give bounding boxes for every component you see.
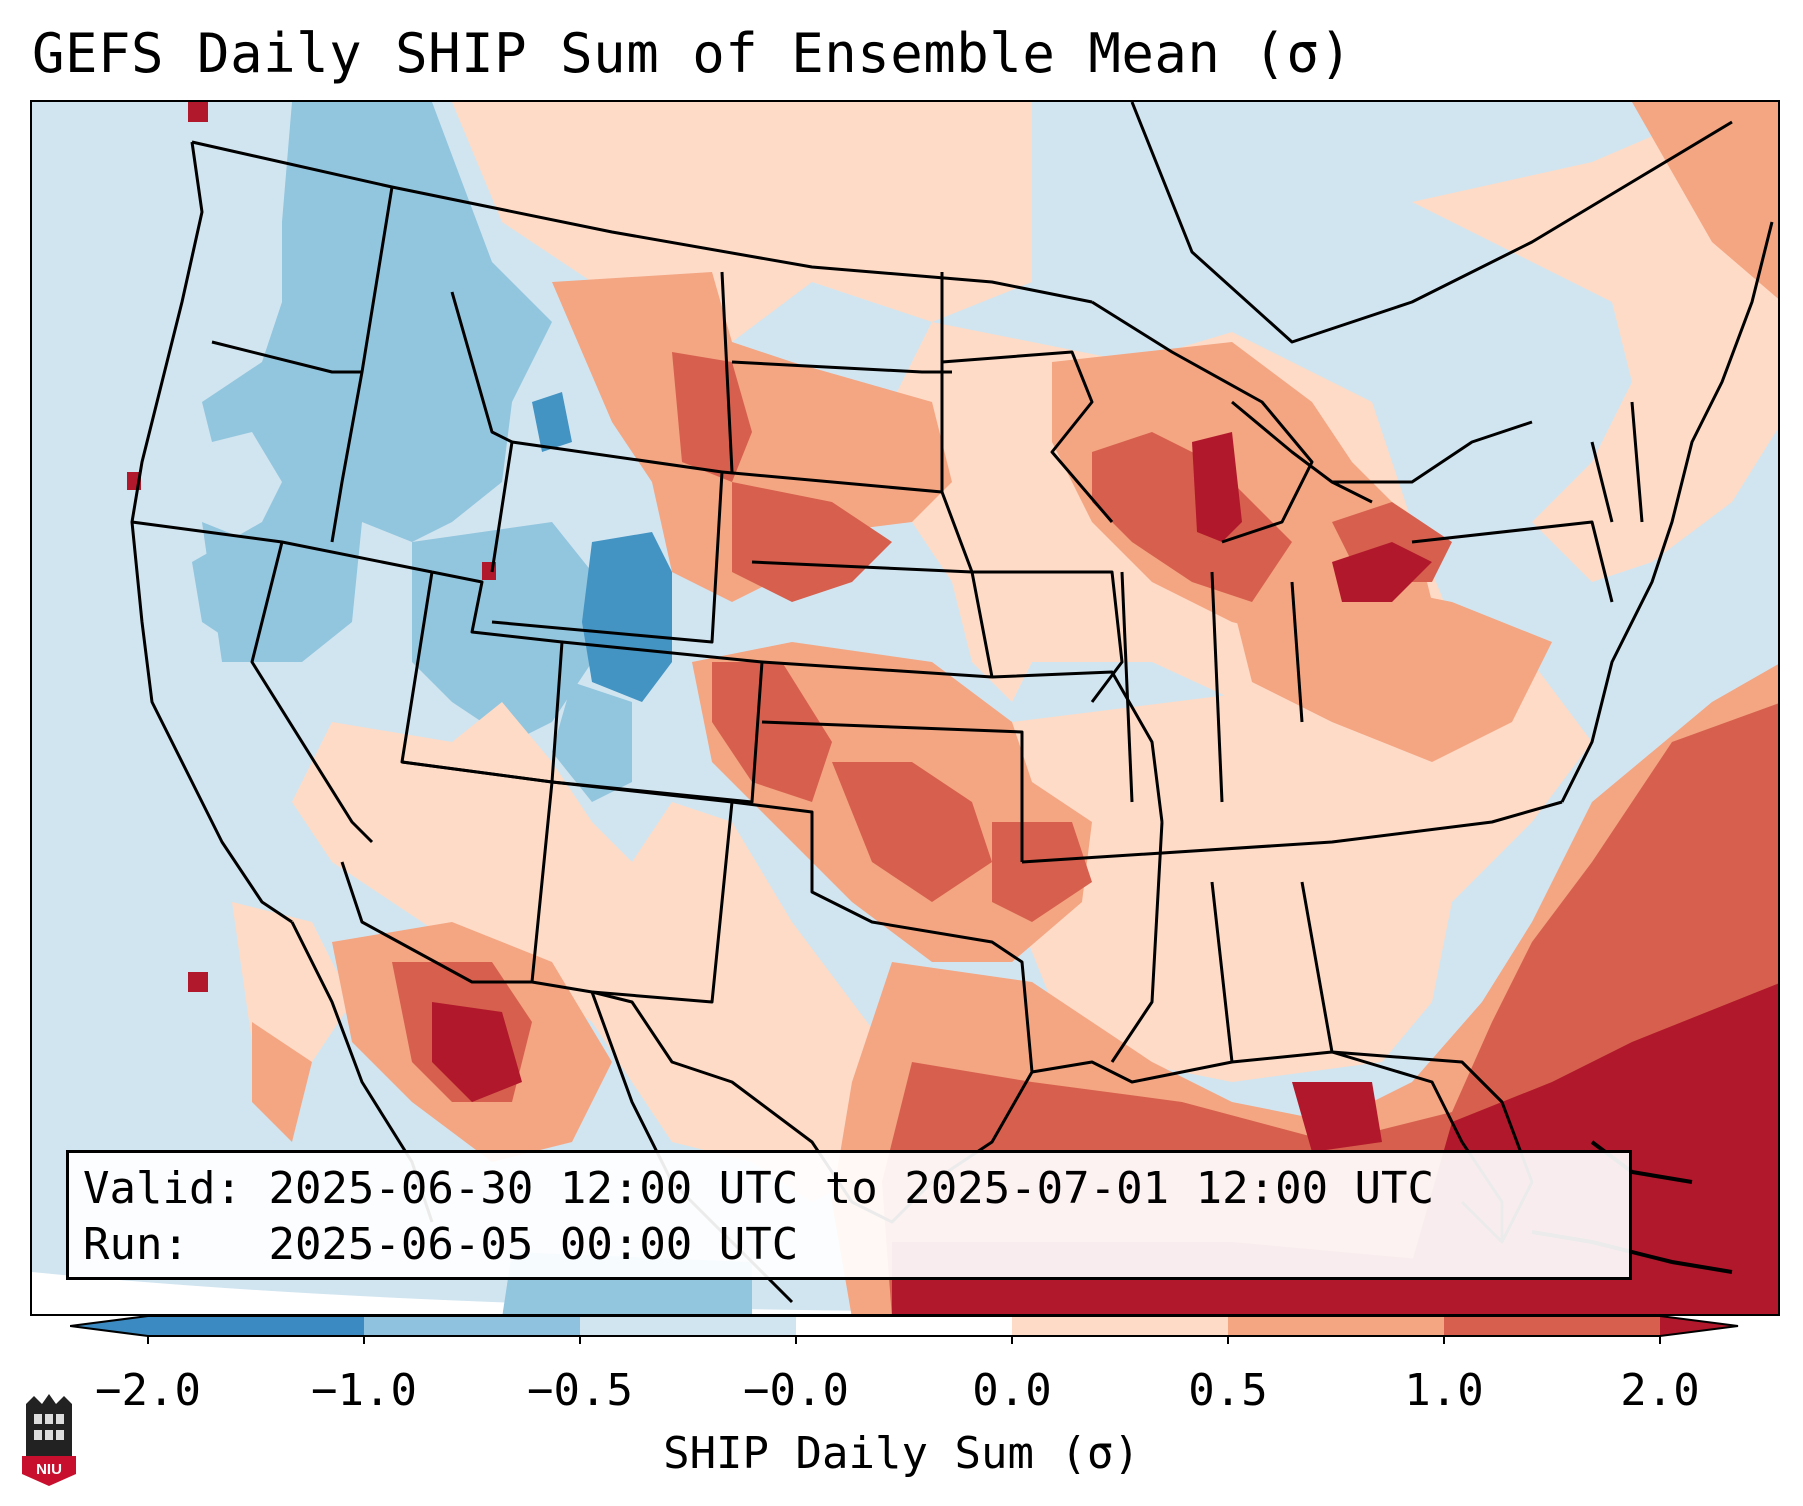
colorbar-segment xyxy=(1012,1316,1228,1336)
colorbar-segment xyxy=(1228,1316,1444,1336)
colorbar-tick-label: 2.0 xyxy=(1620,1365,1700,1416)
anomaly-map xyxy=(32,102,1778,1314)
colorbar-segment xyxy=(580,1316,796,1336)
colorbar-extend-max xyxy=(1660,1316,1738,1336)
colorbar-segment xyxy=(1444,1316,1660,1336)
logo-text: NIU xyxy=(36,1461,62,1478)
valid-time-range: 2025-06-30 12:00 UTC to 2025-07-01 12:00… xyxy=(268,1163,1435,1214)
colorbar-tick-label: −0.0 xyxy=(743,1365,849,1416)
projection-edge xyxy=(32,1272,1778,1314)
colorbar-extend-min xyxy=(70,1316,148,1336)
colorbar-segment xyxy=(796,1316,1012,1336)
colorbar-tick-label: 0.0 xyxy=(972,1365,1052,1416)
state-boundaries xyxy=(130,102,1774,1244)
map-panel xyxy=(30,100,1780,1316)
colorbar-tick-label: −0.5 xyxy=(527,1365,633,1416)
colorbar-tick-label: −2.0 xyxy=(95,1365,201,1416)
niu-logo: NIU xyxy=(22,1394,76,1486)
run-time: 2025-06-05 00:00 UTC xyxy=(268,1219,799,1270)
colorbar xyxy=(70,1316,1739,1344)
colorbar-tick-label: −1.0 xyxy=(311,1365,417,1416)
run-label: Run: xyxy=(83,1219,189,1270)
colorbar-segment xyxy=(148,1316,364,1336)
colorbar-label: SHIP Daily Sum (σ) xyxy=(663,1428,1140,1479)
colorbar-tick-label: 0.5 xyxy=(1188,1365,1268,1416)
colorbar-segment xyxy=(364,1316,580,1336)
valid-label: Valid: xyxy=(83,1163,242,1214)
chart-title: GEFS Daily SHIP Sum of Ensemble Mean (σ) xyxy=(32,22,1353,85)
valid-run-info-box: Valid: 2025-06-30 12:00 UTC to 2025-07-0… xyxy=(66,1150,1632,1280)
strong-negative-anomaly xyxy=(532,392,672,702)
colorbar-tick-label: 1.0 xyxy=(1404,1365,1484,1416)
